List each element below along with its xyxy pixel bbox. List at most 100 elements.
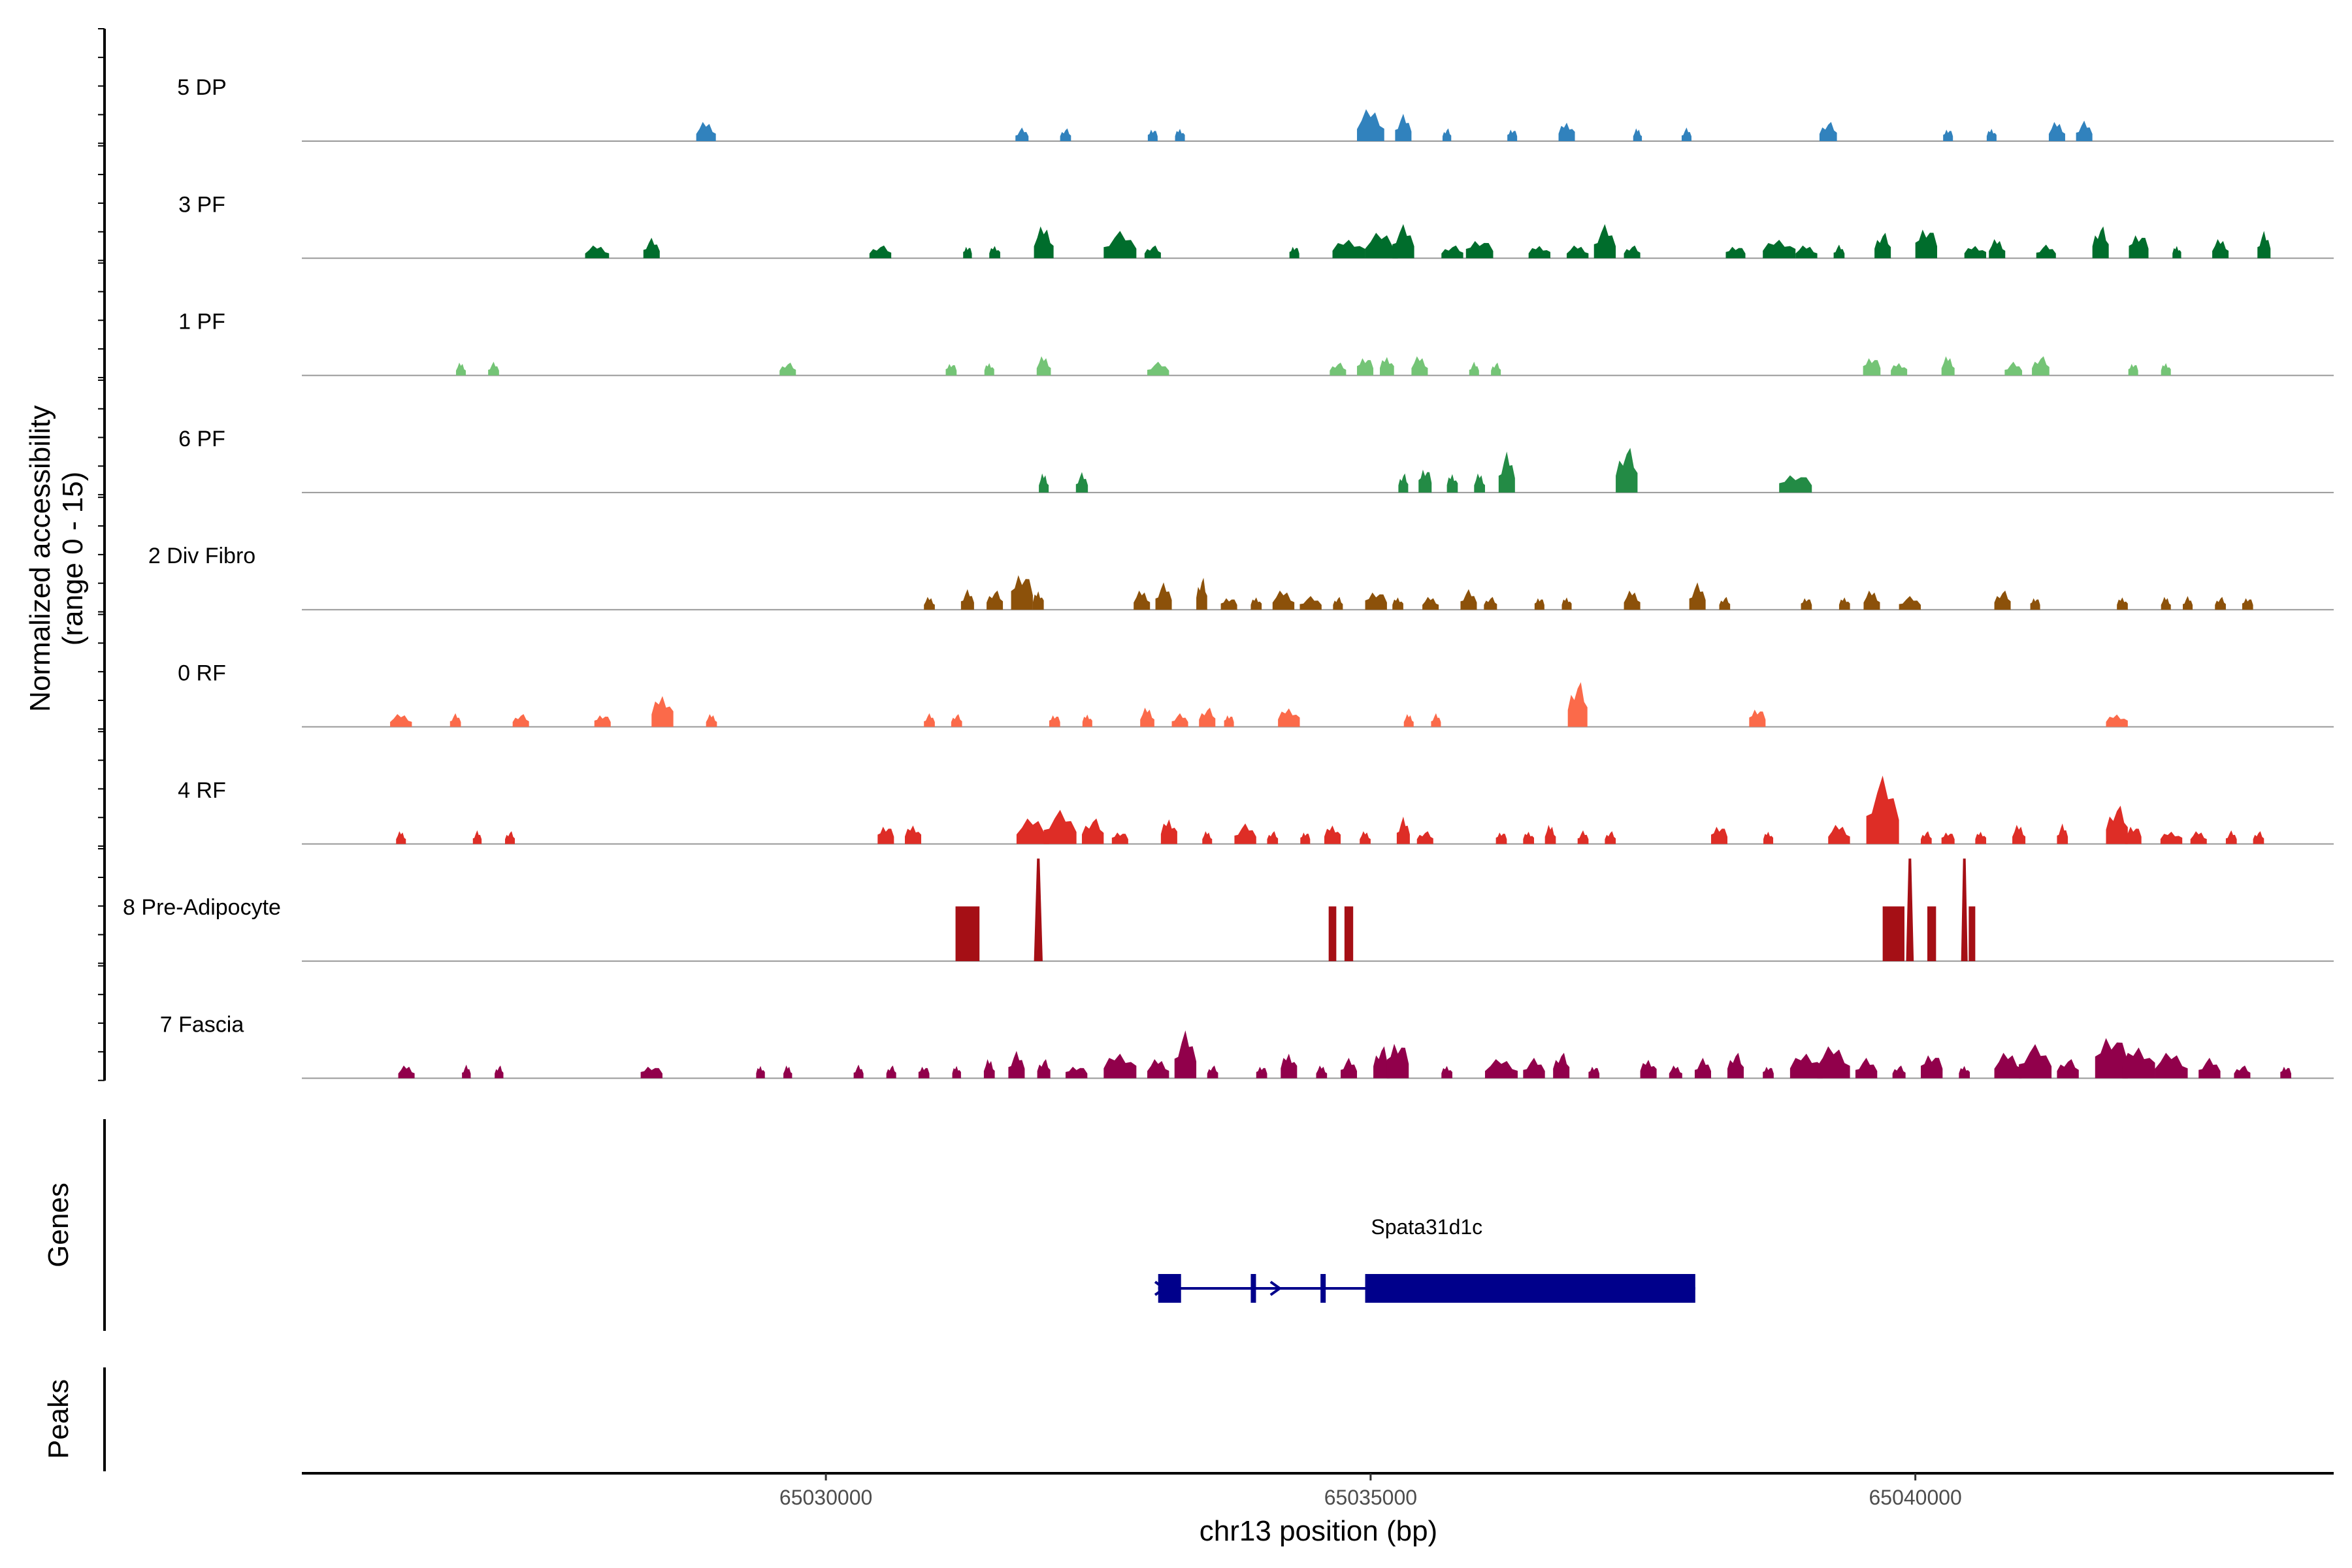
gene-exon — [1158, 1274, 1181, 1303]
coverage-peak — [1961, 858, 1968, 962]
coverage-peak — [2122, 1047, 2155, 1079]
coverage-peak — [1567, 245, 1589, 259]
coverage-peak — [756, 1066, 765, 1079]
coverage-peak — [1833, 244, 1845, 259]
coverage-peak — [643, 237, 660, 259]
coverage-peak — [1082, 714, 1092, 727]
track-label: 5 DP — [177, 75, 227, 100]
coverage-peak — [1943, 129, 1953, 141]
coverage-peak — [1171, 713, 1188, 727]
genes-panel-label: Genes — [42, 1183, 74, 1267]
coverage-peak — [1365, 592, 1387, 610]
coverage-peak — [2012, 825, 2026, 844]
coverage-peak — [1763, 1066, 1774, 1079]
coverage-peak — [1959, 1066, 1970, 1079]
coverage-peak — [984, 363, 994, 376]
coverage-peak — [1989, 238, 2006, 259]
coverage-peak — [1032, 591, 1044, 610]
coverage-peak — [2253, 831, 2264, 844]
coverage-peak — [2225, 830, 2237, 844]
coverage-peak — [1039, 473, 1049, 493]
coverage-peak — [1866, 776, 1899, 844]
coverage-peak — [1147, 129, 1158, 141]
coverage-peak — [1941, 832, 1955, 844]
coverage-peak — [1795, 245, 1818, 259]
coverage-peak — [594, 715, 611, 727]
coverage-peak — [1398, 473, 1409, 493]
coverage-peak — [1558, 122, 1575, 141]
coverage-peak — [1140, 708, 1154, 727]
peaks-panel-label: Peaks — [42, 1379, 74, 1459]
coverage-peak — [1418, 469, 1432, 493]
coverage-peak — [1300, 832, 1311, 844]
coverage-peak — [1689, 582, 1706, 610]
coverage-peak — [1431, 713, 1441, 727]
y-axis-subtitle: (range 0 - 15) — [57, 472, 89, 646]
coverage-peak — [1593, 223, 1616, 259]
coverage-peak — [853, 1064, 864, 1079]
coverage-peak — [2095, 1037, 2128, 1079]
coverage-peak — [2190, 831, 2207, 844]
coverage-peak — [1103, 231, 1137, 259]
coverage-peak — [1357, 109, 1384, 141]
coverage-peak — [2004, 361, 2023, 376]
coverage-peak — [951, 713, 962, 727]
coverage-peak — [1994, 590, 2011, 610]
coverage-peak — [1380, 357, 1394, 376]
coverage-peak — [952, 1066, 961, 1079]
coverage-peak — [886, 1065, 896, 1079]
coverage-peak — [1523, 1058, 1545, 1079]
coverage-peak — [1175, 129, 1185, 141]
coverage-peak — [1386, 1043, 1409, 1079]
coverage-peak — [1986, 129, 1997, 141]
coverage-peak — [2172, 246, 2181, 259]
coverage-tracks: 5 DP 3 PF 1 PF 6 PF 2 Div Fibro 0 RF 4 RF 8 Pre… — [123, 75, 2334, 1079]
coverage-peak — [462, 1064, 471, 1079]
coverage-peak — [2106, 714, 2128, 727]
coverage-peak — [1160, 819, 1177, 844]
coverage-peak — [904, 825, 922, 844]
coverage-peak — [987, 590, 1004, 610]
coverage-peak — [1075, 472, 1088, 493]
coverage-peak — [2019, 1044, 2052, 1079]
coverage-peak — [1719, 596, 1731, 610]
coverage-peak — [963, 246, 972, 259]
coverage-peak — [1763, 831, 1774, 844]
coverage-peak — [1819, 122, 1837, 141]
coverage-peak — [1357, 358, 1374, 376]
coverage-peak — [2234, 1065, 2251, 1079]
track-label: 2 Div Fibro — [148, 544, 255, 568]
coverage-peak — [472, 830, 482, 844]
coverage-peak — [1495, 832, 1507, 844]
coverage-peak — [1332, 240, 1365, 259]
coverage-peak — [1422, 596, 1439, 610]
coverage-peak — [989, 246, 1000, 259]
coverage-peak — [1134, 590, 1151, 610]
coverage-peak — [1507, 129, 1518, 141]
coverage-peak — [1103, 1053, 1137, 1079]
coverage-peak — [1220, 598, 1237, 610]
coverage-peak — [2128, 364, 2138, 376]
track-label: 7 Fascia — [160, 1012, 244, 1037]
coverage-peak — [2242, 598, 2253, 610]
coverage-peak — [1727, 1053, 1744, 1079]
coverage-peak — [1034, 858, 1043, 962]
gene-model — [1154, 1274, 1695, 1303]
coverage-peak — [390, 713, 412, 727]
coverage-peak — [955, 906, 980, 962]
coverage-peak — [1036, 356, 1051, 376]
coverage-peak — [1749, 710, 1766, 727]
coverage-peak — [1316, 1065, 1328, 1079]
coverage-peak — [1491, 363, 1501, 376]
coverage-peak — [585, 245, 610, 259]
coverage-peak — [1855, 1058, 1878, 1079]
coverage-peak — [1250, 597, 1262, 610]
coverage-peak — [2155, 1053, 2188, 1079]
coverage-peak — [398, 1065, 415, 1079]
coverage-peak — [1011, 575, 1033, 610]
coverage-peak — [983, 1059, 995, 1079]
coverage-peak — [1465, 240, 1494, 259]
coverage-peak — [1144, 245, 1161, 259]
track-label: 1 PF — [178, 310, 225, 335]
